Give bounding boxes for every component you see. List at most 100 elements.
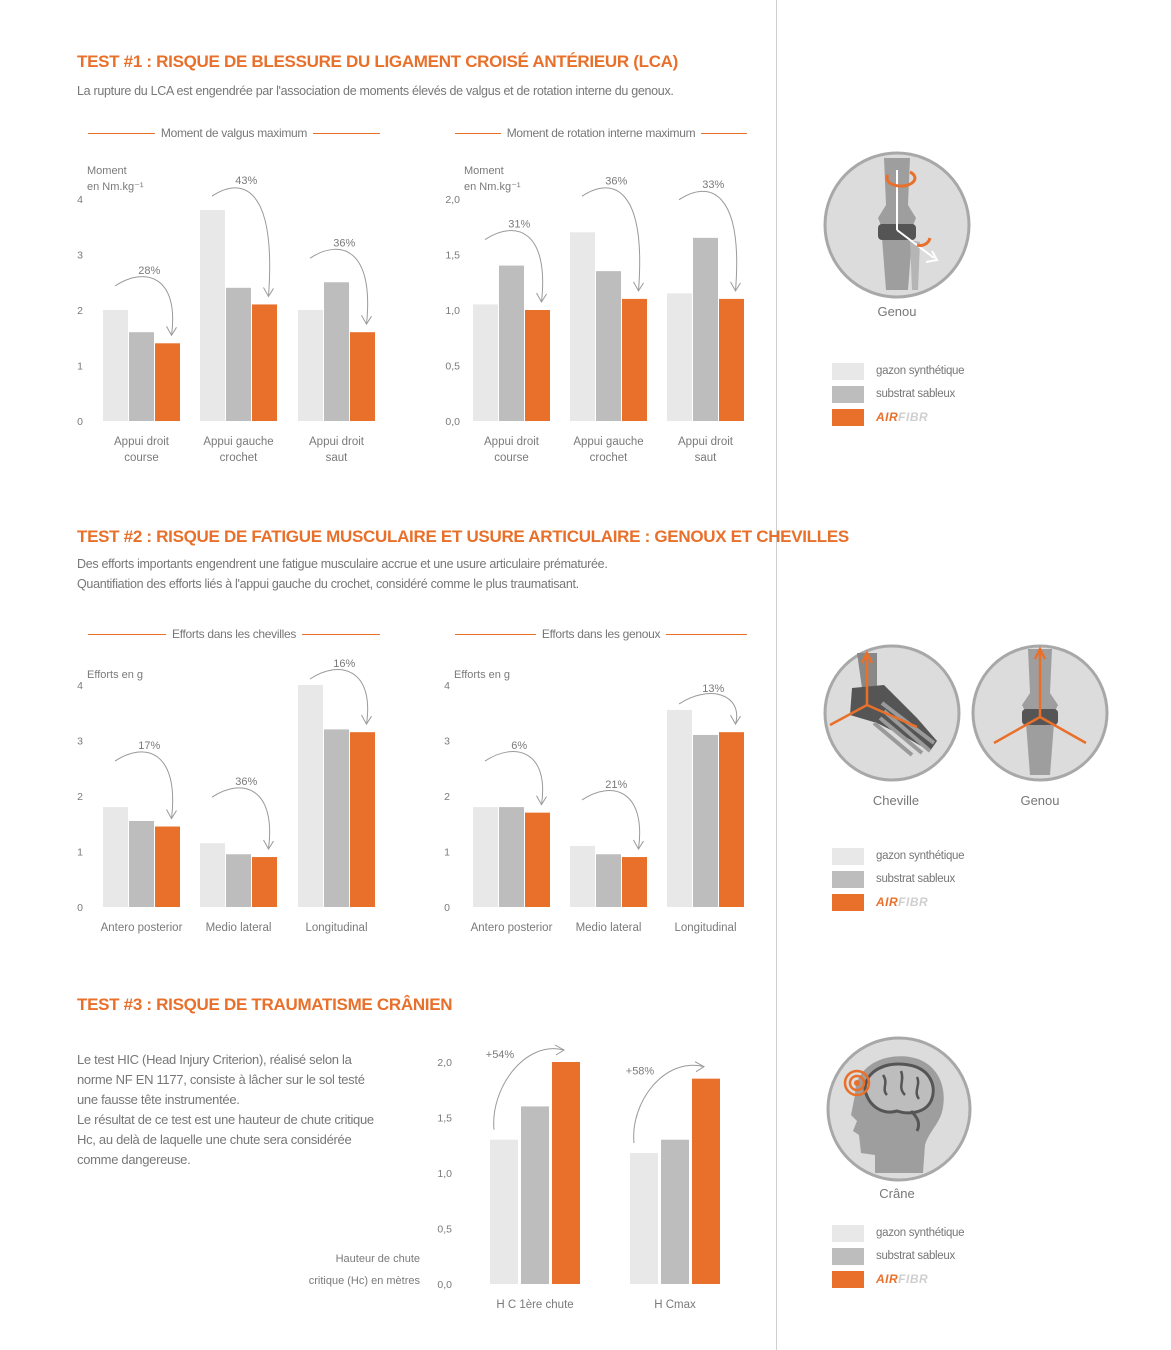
legend-label-sandy: substrat sableux <box>876 388 955 400</box>
legend-swatch-synthetic <box>832 847 864 865</box>
category-label: course <box>494 452 529 464</box>
legend-swatch-airfibr <box>832 893 864 911</box>
category-label: Medio lateral <box>576 922 642 934</box>
reduction-annotation: 17% <box>138 740 160 752</box>
chart4-heading: Efforts dans les genoux <box>455 627 748 641</box>
bar <box>252 304 277 421</box>
bar <box>324 282 349 421</box>
legend-item-airfibr: AIRFIBR <box>832 891 964 913</box>
category-label: saut <box>326 452 349 464</box>
bar <box>129 820 154 907</box>
legend-item-airfibr: AIRFIBR <box>832 1268 964 1290</box>
knee-label-1: Genou <box>877 304 917 319</box>
annotation-arrowhead <box>166 809 177 820</box>
category-label: saut <box>695 452 718 464</box>
legend-item-sandy: substrat sableux <box>832 868 964 890</box>
vertical-divider <box>776 0 777 1350</box>
bar <box>525 812 550 907</box>
bar <box>226 854 251 907</box>
test3-paragraph1: Le test HIC (Head Injury Criterion), réa… <box>77 1052 365 1107</box>
chart1-title: Moment de valgus maximum <box>160 126 308 140</box>
category-label: Antero posterior <box>101 922 183 934</box>
legend-label-synthetic: gazon synthétique <box>876 365 965 377</box>
y-tick-label: 0,0 <box>445 416 460 428</box>
y-tick-label: 4 <box>77 680 83 692</box>
category-label: Antero posterior <box>471 922 553 934</box>
bar <box>200 843 225 907</box>
test1-title: TEST #1 : RISQUE DE BLESSURE DU LIGAMENT… <box>77 52 679 71</box>
bar <box>622 298 647 421</box>
annotation-arrowhead <box>166 326 177 337</box>
y-tick-label: 2 <box>77 305 83 317</box>
y-tick-label: 3 <box>444 736 450 748</box>
test2-title: TEST #2 : RISQUE DE FATIGUE MUSCULAIRE E… <box>77 527 849 546</box>
bar <box>552 1062 580 1284</box>
bar <box>693 734 718 907</box>
bar <box>719 732 744 907</box>
y-tick-label: 0,5 <box>437 1224 452 1236</box>
y-tick-label: 1,5 <box>445 250 460 262</box>
chart3-title: Efforts dans les chevilles <box>171 627 297 641</box>
annotation-arrowhead <box>730 714 741 726</box>
category-label: Longitudinal <box>674 922 736 934</box>
annotation-arrowhead <box>536 292 547 303</box>
chart-knee: Efforts en g 0 1 2 3 4 Antero posterior 6% Medio… <box>444 669 744 934</box>
bar <box>473 304 498 421</box>
chart1-heading: Moment de valgus maximum <box>88 126 380 140</box>
test3-description: Le test HIC (Head Injury Criterion), réa… <box>77 1050 387 1170</box>
annotation-arrow <box>581 790 641 850</box>
annotation-arrow <box>581 187 641 291</box>
y-tick-label: 0 <box>77 416 83 428</box>
y-tick-label: 1,5 <box>437 1113 452 1125</box>
bar <box>719 298 744 421</box>
annotation-arrow <box>678 190 738 291</box>
bar <box>155 826 180 907</box>
y-tick-label: 2,0 <box>437 1057 452 1069</box>
legend-item-synthetic: gazon synthétique <box>832 1222 965 1244</box>
category-label: Appui droit <box>484 436 540 448</box>
category-label: Appui droit <box>678 436 734 448</box>
reduction-annotation: 28% <box>138 265 160 277</box>
reduction-annotation: 36% <box>333 237 355 249</box>
bar <box>667 293 692 421</box>
bar <box>129 332 154 421</box>
category-label: course <box>124 452 159 464</box>
y-axis-label: Efforts en g <box>87 669 143 681</box>
annotation-arrow <box>484 230 544 303</box>
legend-item-synthetic: gazon synthétique <box>832 360 965 382</box>
legend-item-sandy: substrat sableux <box>832 1245 964 1267</box>
increase-annotation: +58% <box>626 1066 655 1078</box>
chart3-heading: Efforts dans les chevilles <box>88 627 381 641</box>
annotation-arrowhead <box>263 287 274 298</box>
reduction-annotation: 16% <box>333 658 355 670</box>
bar <box>570 845 595 907</box>
bar <box>596 854 621 907</box>
category-label: Medio lateral <box>206 922 272 934</box>
legend-swatch-airfibr <box>832 1270 864 1288</box>
test1-text: La rupture du LCA est engendrée par l'as… <box>77 84 674 98</box>
knee-illustration-1 <box>823 151 971 299</box>
skull-illustration <box>826 1036 972 1182</box>
ankle-illustration <box>823 644 961 782</box>
annotation-arrowhead <box>263 839 274 851</box>
bar <box>298 685 323 907</box>
y-tick-label: 1 <box>77 361 83 373</box>
chart-rotation: Moment en Nm.kg⁻¹ 0,0 0,5 1,0 1,5 2,0 Appui dro… <box>445 165 744 464</box>
bar <box>667 709 692 907</box>
annotation-arrow <box>633 1064 705 1144</box>
legend-test1: gazon synthétique substrat sableux AIRFI… <box>832 360 965 429</box>
annotation-arrow <box>211 187 271 297</box>
bar <box>200 210 225 421</box>
annotation-arrowhead <box>633 839 644 851</box>
y-tick-label: 1,0 <box>437 1168 452 1180</box>
y-tick-label: 0,5 <box>445 361 460 373</box>
y-tick-label: 2,0 <box>445 194 460 206</box>
chart2-title: Moment de rotation interne maximum <box>506 126 696 140</box>
annotation-arrowhead <box>361 314 372 326</box>
legend-test3: gazon synthétique substrat sableux AIRFI… <box>832 1222 965 1291</box>
category-label: Appui gauche <box>203 436 273 448</box>
bar <box>499 807 524 907</box>
chart-valgus: Moment en Nm.kg⁻¹ 0 1 2 3 4 Appui droit course 28… <box>77 165 375 464</box>
y-axis-label: Hauteur de chute <box>336 1253 420 1265</box>
y-axis-label: Efforts en g <box>454 669 510 681</box>
